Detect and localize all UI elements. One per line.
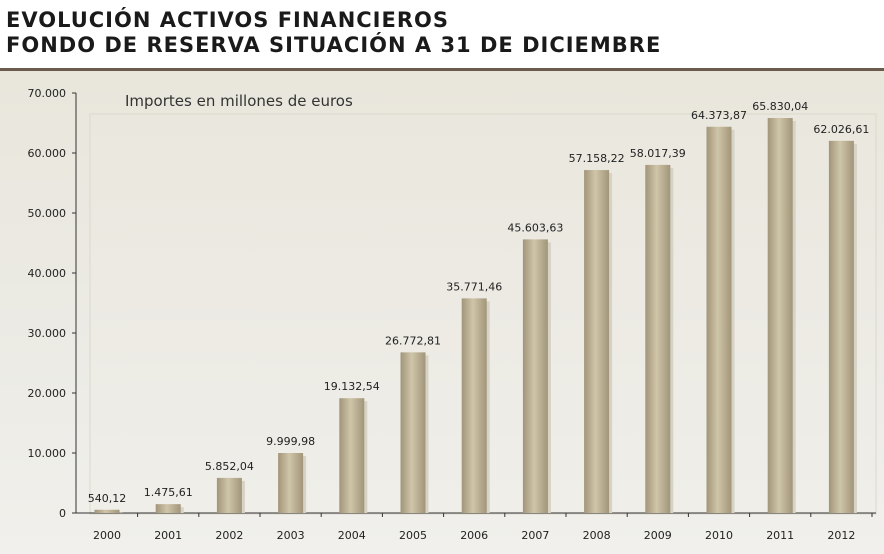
- bar-2007: [522, 239, 548, 513]
- x-tick-label: 2012: [827, 529, 855, 542]
- data-label: 35.771,46: [446, 280, 502, 293]
- bar-2010: [706, 126, 732, 513]
- x-tick-label: 2011: [766, 529, 794, 542]
- bar-chart: Importes en millones de euros 0 10.000 20.…: [28, 87, 877, 542]
- y-tick-label: 70.000: [28, 87, 67, 100]
- bar-2012: [828, 140, 854, 513]
- x-tick-label: 2007: [521, 529, 549, 542]
- data-label: 19.132,54: [324, 380, 380, 393]
- y-tick-label: 10.000: [28, 447, 67, 460]
- data-label: 9.999,98: [266, 435, 315, 448]
- bar-2011: [767, 118, 793, 513]
- x-tick-label: 2005: [399, 529, 427, 542]
- x-tick-label: 2000: [93, 529, 121, 542]
- x-tick-label: 2001: [154, 529, 182, 542]
- y-tick-label: 0: [59, 507, 66, 520]
- data-label: 58.017,39: [630, 147, 686, 160]
- bar-2002: [216, 477, 242, 513]
- x-tick-label: 2002: [215, 529, 243, 542]
- bar-2003: [278, 453, 304, 513]
- data-label: 65.830,04: [752, 100, 808, 113]
- title-rule: [0, 68, 884, 71]
- y-tick-label: 30.000: [28, 327, 67, 340]
- data-label: 62.026,61: [813, 123, 869, 136]
- data-label: 64.373,87: [691, 109, 747, 122]
- bar-2009: [645, 164, 671, 513]
- chart-area: Importes en millones de euros 0 10.000 20.…: [0, 71, 884, 554]
- x-tick-label: 2010: [705, 529, 733, 542]
- chart-subtitle: Importes en millones de euros: [125, 92, 353, 110]
- bar-2000: [94, 509, 120, 513]
- x-tick-label: 2004: [338, 529, 366, 542]
- x-tick-label: 2006: [460, 529, 488, 542]
- y-tick-label: 20.000: [28, 387, 67, 400]
- bar-2006: [461, 298, 487, 513]
- data-label: 57.158,22: [569, 152, 625, 165]
- y-tick-label: 50.000: [28, 207, 67, 220]
- y-tick-label: 60.000: [28, 147, 67, 160]
- chart-title: EVOLUCIÓN ACTIVOS FINANCIEROS FONDO DE R…: [6, 8, 876, 58]
- data-label: 5.852,04: [205, 460, 254, 473]
- data-label: 26.772,81: [385, 334, 441, 347]
- x-tick-label: 2003: [277, 529, 305, 542]
- x-tick-label: 2008: [583, 529, 611, 542]
- bar-2008: [584, 170, 610, 513]
- y-tick-label: 40.000: [28, 267, 67, 280]
- bar-2001: [155, 504, 181, 513]
- x-tick-label: 2009: [644, 529, 672, 542]
- data-label: 45.603,63: [507, 221, 563, 234]
- data-label: 540,12: [88, 492, 127, 505]
- bar-2005: [400, 352, 426, 513]
- bar-2004: [339, 398, 365, 513]
- data-label: 1.475,61: [144, 486, 193, 499]
- title-line-1: EVOLUCIÓN ACTIVOS FINANCIEROS: [6, 8, 449, 32]
- title-line-2: FONDO DE RESERVA SITUACIÓN A 31 DE DICIE…: [6, 33, 662, 57]
